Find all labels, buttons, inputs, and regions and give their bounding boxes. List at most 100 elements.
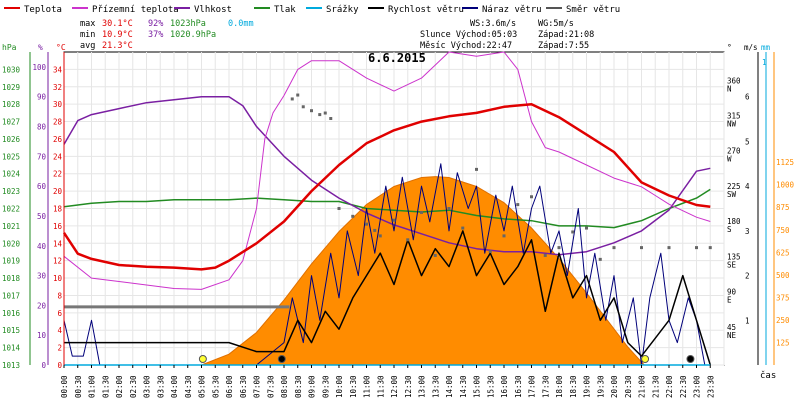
stats-max-hum: 92%	[148, 19, 163, 29]
pressure-tick-label: 1025	[2, 152, 20, 161]
direction-tick-name: NE	[727, 331, 737, 340]
legend-item-tlak: Tlak	[254, 5, 296, 15]
x-tick-label: 22:30	[679, 375, 688, 398]
x-tick-label: 23:30	[706, 375, 715, 398]
x-tick-label: 06:00	[225, 375, 234, 398]
direction-tick-value: 90	[727, 288, 737, 297]
temperature-tick-label: 22	[53, 170, 62, 179]
temperature-tick-label: 24	[53, 152, 63, 161]
legend: Teplota Přízemní teplota Vlhkost Tlak Sr…	[4, 5, 620, 15]
wind-direction-point	[373, 228, 377, 232]
wind-speed-info: WS:3.6m/s	[470, 19, 516, 29]
x-tick-label: 18:00	[555, 375, 564, 398]
x-tick-label: 17:30	[541, 375, 550, 398]
x-tick-label: 04:30	[184, 375, 193, 398]
x-tick-label: 15:30	[486, 375, 495, 398]
x-tick-label: 13:00	[418, 375, 427, 398]
temperature-tick-label: 6	[57, 309, 62, 318]
wind-direction-point	[612, 246, 616, 250]
legend-label: Přízemní teplota	[92, 5, 179, 15]
wind-direction-point	[329, 117, 333, 121]
sun-rise-info: Slunce Východ:05:03	[420, 30, 517, 40]
x-tick-label: 08:30	[294, 375, 303, 398]
pressure-tick-label: 1018	[2, 274, 21, 283]
wind-tick-label: 6	[745, 93, 750, 102]
series-teplota	[62, 102, 711, 271]
wind-direction-point	[406, 238, 410, 242]
x-tick-label: 03:00	[143, 375, 152, 398]
pressure-tick-label: 1015	[2, 326, 20, 335]
direction-tick-value: 225	[727, 182, 741, 191]
humidity-tick-label: 0	[41, 361, 46, 370]
wind-direction-point	[301, 105, 305, 109]
wind-direction-point	[571, 230, 575, 234]
x-tick-label: 08:00	[280, 375, 289, 398]
legend-item-prizemni-teplota: Přízemní teplota	[72, 5, 179, 15]
pressure-tick-label: 1021	[2, 222, 20, 231]
direction-tick-name: NW	[727, 120, 737, 129]
wind-direction-point	[337, 207, 341, 210]
wind-direction-point	[557, 246, 561, 250]
temperature-tick-label: 18	[53, 205, 63, 214]
wind-direction-point	[447, 207, 451, 210]
stats-max-label: max	[80, 19, 95, 29]
pressure-tick-label: 1029	[2, 83, 20, 92]
pressure-tick-label: 1014	[2, 344, 21, 353]
solar-tick-label: 1125	[776, 158, 794, 167]
x-tick-label: 14:00	[445, 375, 454, 398]
pressure-tick-label: 1019	[2, 257, 20, 266]
direction-tick-name: SW	[727, 190, 737, 199]
wind-direction-point	[351, 214, 355, 218]
x-tick-label: 00:30	[74, 375, 83, 398]
x-tick-label: 01:00	[88, 375, 97, 398]
x-tick-label: 16:30	[514, 375, 523, 398]
wind-tick-label: 5	[745, 137, 750, 146]
wind-direction-point	[420, 210, 423, 214]
x-tick-label: 13:30	[431, 375, 440, 398]
rain-tick-label: 1	[762, 58, 767, 67]
wind-direction-point	[708, 246, 712, 250]
axes-layer: hPa% °C1013101410151016101710181019102010…	[2, 43, 795, 370]
pressure-tick-label: 1022	[2, 205, 20, 214]
stats-avg-temp: 21.3°C	[102, 41, 133, 51]
legend-item-naraz-vetru: Náraz větru	[462, 5, 542, 15]
direction-tick-name: N	[727, 84, 732, 93]
stats-max-rain: 0.0mm	[228, 19, 254, 29]
wind-tick-label: 2	[745, 272, 750, 281]
x-tick-label: 19:30	[596, 375, 605, 398]
x-tick-label: 11:30	[376, 375, 385, 398]
temperature-tick-label: 8	[57, 291, 62, 300]
x-tick-label: 05:00	[198, 375, 207, 398]
x-tick-label: 20:30	[624, 375, 633, 398]
stats-min-label: min	[80, 30, 95, 40]
moon-rise-info: Měsíc Východ:22:47	[420, 41, 512, 51]
temperature-tick-label: 20	[53, 187, 63, 196]
moon-set-info: Západ:7:55	[538, 41, 589, 51]
x-tick-label: 21:00	[638, 375, 647, 398]
solar-tick-label: 500	[776, 271, 790, 280]
x-tick-label: 10:30	[349, 375, 358, 398]
legend-label: Teplota	[24, 5, 62, 15]
legend-item-rychlost-vetru: Rychlost větru	[368, 5, 464, 15]
humidity-tick-label: 80	[37, 123, 47, 132]
wind-direction-point	[488, 250, 492, 254]
x-tick-label: 07:00	[253, 375, 262, 398]
x-tick-label: 02:00	[115, 375, 124, 398]
sunset-marker	[641, 355, 650, 363]
x-tick-label: 12:00	[390, 375, 399, 398]
humidity-tick-label: 30	[37, 272, 47, 281]
humidity-tick-label: 100	[32, 63, 46, 72]
stats-min-temp: 10.9°C	[102, 30, 133, 40]
direction-axis-label: °	[727, 43, 732, 52]
temperature-tick-label: 16	[53, 222, 63, 231]
x-tick-label: 10:00	[335, 375, 344, 398]
temperature-tick-label: 34	[53, 65, 63, 74]
wind-axis-label: m/s	[744, 43, 758, 52]
x-tick-label: 14:30	[459, 375, 468, 398]
solar-tick-label: 1000	[776, 181, 795, 190]
solar-tick-label: 250	[776, 316, 790, 325]
wind-direction-point	[543, 253, 547, 257]
pressure-tick-label: 1024	[2, 170, 21, 179]
stats-max-press: 1023hPa	[170, 19, 206, 29]
